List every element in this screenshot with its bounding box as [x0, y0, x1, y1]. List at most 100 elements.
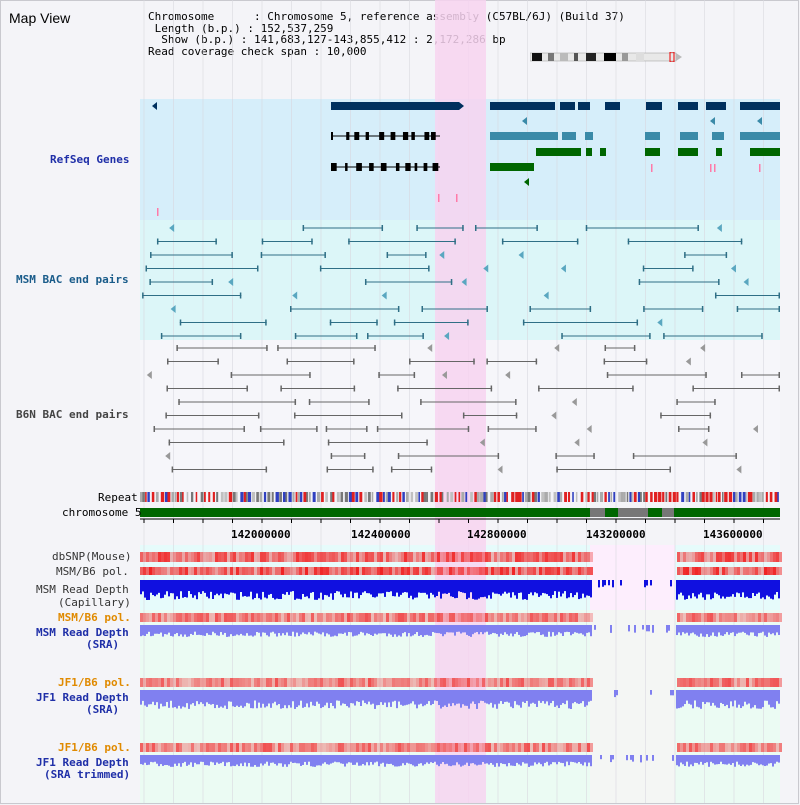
jf1-pol-density: [143, 743, 146, 752]
msm-depth-capillary: [698, 580, 700, 595]
msm-pol-density: [188, 567, 191, 575]
msm-bac-end: [256, 265, 259, 272]
track-label-msm-depth-cap[interactable]: MSM Read Depth: [36, 583, 129, 596]
msm-bac-end: [329, 319, 332, 326]
msm-depth-sra: [422, 625, 424, 637]
msm-depth-capillary: [430, 580, 432, 593]
gene-block: [578, 102, 590, 110]
track-label-msm-bac[interactable]: MSM BAC end pairs: [16, 273, 129, 286]
jf1-pol-density: [698, 678, 701, 687]
repeat-element: [368, 492, 371, 502]
dbsnp-density: [560, 552, 563, 562]
jf1-pol-density: [218, 678, 221, 687]
b6n-bac-end: [505, 371, 511, 379]
jf1-depth-trimmed: [342, 755, 344, 764]
jf1-depth-sra: [402, 690, 404, 706]
jf1-pol-density: [755, 678, 758, 687]
b6n-bac-end: [178, 399, 180, 405]
jf1-depth-trimmed: [240, 755, 242, 764]
msm-depth-capillary: [532, 580, 534, 596]
msm-pol-density: [422, 567, 425, 575]
repeat-element: [461, 492, 465, 502]
jf1-pol-density: [563, 743, 566, 752]
msm-depth-capillary: [356, 580, 358, 593]
msm-pol-density: [347, 567, 350, 575]
repeat-element: [676, 492, 679, 502]
jf1-pol-density: [254, 743, 257, 752]
chromosome-ideogram[interactable]: [530, 52, 684, 62]
msm-pol-density: [320, 567, 323, 575]
track-label-msm-depth-sra[interactable]: MSM Read Depth: [36, 626, 129, 639]
msm-pol-density: [281, 567, 284, 575]
msm-depth-capillary: [284, 580, 286, 595]
jf1-pol-density: [449, 743, 452, 752]
msm-pol-density: [296, 613, 299, 622]
msm-depth-capillary: [578, 580, 580, 600]
jf1-depth-trimmed: [540, 755, 542, 765]
jf1-pol-density: [488, 678, 491, 687]
track-label-chromosome[interactable]: chromosome 5: [62, 506, 142, 519]
jf1-depth-trimmed: [204, 755, 206, 766]
jf1-depth-trimmed: [756, 755, 758, 764]
msm-depth-capillary: [508, 580, 510, 593]
jf1-pol-density: [590, 678, 593, 687]
msm-pol-density: [353, 613, 356, 622]
track-label-jf1-pol-2[interactable]: JF1/B6 pol.: [58, 741, 131, 754]
jf1-depth-trimmed: [260, 755, 262, 764]
jf1-pol-density: [479, 743, 482, 752]
jf1-pol-density: [215, 743, 218, 752]
dbsnp-density: [503, 552, 506, 562]
track-label-dbsnp[interactable]: dbSNP(Mouse): [52, 550, 132, 563]
jf1-pol-density: [437, 743, 440, 752]
jf1-depth-trimmed: [700, 755, 702, 762]
track-label-jf1-depth-trim[interactable]: JF1 Read Depth: [36, 756, 129, 769]
jf1-depth-sra: [342, 690, 344, 704]
msm-depth-capillary: [236, 580, 238, 600]
msm-pol-density: [389, 567, 392, 575]
track-label-jf1-depth-sra[interactable]: JF1 Read Depth: [36, 691, 129, 704]
repeat-element: [485, 492, 488, 502]
msm-depth-sra: [610, 625, 612, 633]
repeat-element: [312, 492, 316, 502]
repeat-element: [155, 492, 159, 502]
dbsnp-density: [167, 552, 170, 562]
msm-pol-density: [482, 613, 485, 622]
msm-pol-density: [287, 567, 290, 575]
track-label-repeat[interactable]: Repeat: [98, 491, 138, 504]
msm-depth-capillary: [722, 580, 724, 597]
msm-depth-sra: [216, 625, 218, 636]
repeat-element: [722, 492, 724, 502]
track-label-msm-pol-2[interactable]: MSM/B6 pol.: [58, 611, 131, 624]
msm-depth-sra: [736, 625, 738, 634]
jf1-pol-density: [296, 678, 299, 687]
msm-bac-end: [522, 319, 525, 326]
msm-depth-sra: [526, 625, 528, 636]
msm-depth-sra: [414, 625, 416, 635]
track-label-b6n-bac[interactable]: B6N BAC end pairs: [16, 408, 129, 421]
msm-depth-sra: [556, 625, 558, 635]
repeat-element: [387, 492, 391, 502]
msm-pol-density: [287, 613, 290, 622]
jf1-pol-density: [440, 743, 443, 752]
msm-pol-density: [149, 613, 152, 622]
jf1-depth-trimmed: [404, 755, 406, 766]
b6n-bac-end: [535, 358, 538, 365]
jf1-pol-density: [338, 678, 341, 687]
gene-block: [750, 148, 780, 156]
jf1-depth-sra: [268, 690, 270, 704]
dbsnp-density: [758, 552, 761, 562]
jf1-depth-sra: [334, 690, 336, 709]
track-label-refseq[interactable]: RefSeq Genes: [50, 153, 130, 166]
track-label-msm-pol-1[interactable]: MSM/B6 pol.: [56, 565, 129, 578]
jf1-pol-density: [233, 678, 236, 687]
jf1-depth-sra: [460, 690, 462, 708]
jf1-depth-trimmed: [194, 755, 196, 763]
jf1-depth-sra: [522, 690, 524, 702]
msm-pol-density: [254, 613, 257, 622]
dbsnp-density: [743, 552, 746, 562]
dbsnp-density: [455, 552, 458, 562]
jf1-depth-trimmed: [450, 755, 452, 767]
track-label-jf1-pol-1[interactable]: JF1/B6 pol.: [58, 676, 131, 689]
msm-pol-density: [440, 567, 443, 575]
